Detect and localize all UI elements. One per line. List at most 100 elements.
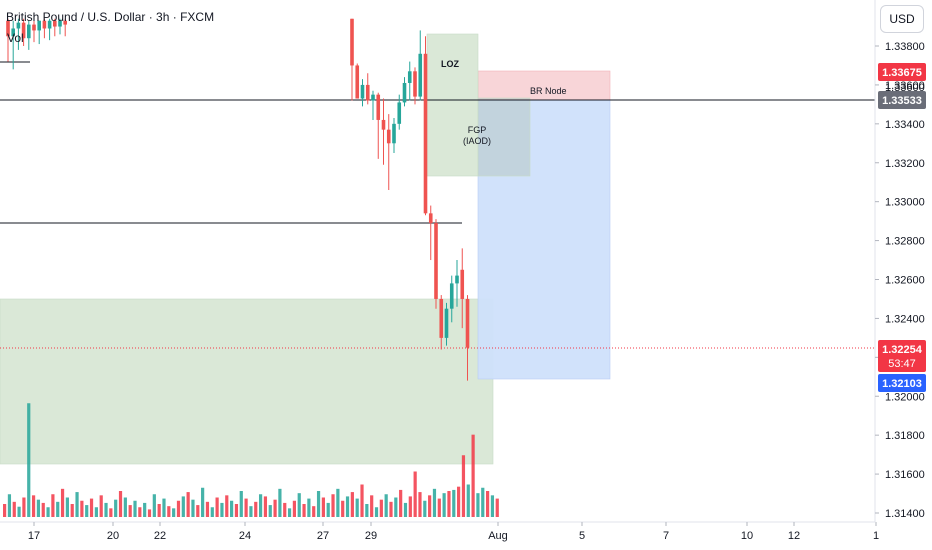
volume-bar: [36, 499, 41, 517]
candle: [37, 20, 41, 31]
volume-bar: [254, 501, 258, 517]
price-tick-label: 1.32800: [885, 236, 925, 248]
volume-bar: [379, 499, 383, 517]
annotation-iaod: (IAOD): [463, 136, 491, 146]
volume-bar: [399, 489, 403, 517]
candle: [16, 22, 21, 29]
volume-bar: [471, 434, 475, 517]
candles-layer: [6, 18, 470, 381]
candle: [418, 53, 423, 97]
volume-bar: [56, 501, 60, 517]
volume-bar: [133, 500, 137, 517]
volume-bar: [326, 502, 330, 517]
volume-bar: [220, 502, 224, 517]
candle: [21, 22, 26, 39]
candle: [392, 123, 396, 144]
time-tick-label: 5: [579, 530, 585, 542]
volume-bar: [447, 491, 451, 517]
volume-bar: [481, 487, 485, 517]
volume-bar: [109, 508, 113, 517]
time-tick-label: Aug: [488, 530, 508, 542]
annotation-loz: LOZ: [441, 59, 459, 69]
volume-bar: [191, 499, 195, 517]
volume-bar: [302, 504, 306, 517]
volume-bar: [80, 500, 84, 517]
time-tick-label: 27: [317, 530, 329, 542]
volume-bar: [365, 504, 369, 517]
volume-bar: [41, 502, 45, 517]
volume-bar: [403, 502, 408, 517]
volume-bar: [384, 494, 388, 517]
volume-bar: [143, 502, 147, 517]
time-tick-label: 12: [788, 530, 800, 542]
volume-layer: [3, 403, 499, 517]
candle: [360, 84, 365, 99]
time-tick-label: 20: [107, 530, 119, 542]
volume-bar: [268, 505, 272, 517]
volume-bar: [428, 495, 432, 517]
volume-bar: [423, 500, 427, 517]
candle: [423, 53, 428, 214]
price-tick-label: 1.32600: [885, 275, 925, 287]
volume-bar: [94, 507, 98, 517]
candle: [428, 213, 433, 224]
price-tick-label: 1.31800: [885, 430, 925, 442]
volume-bar: [307, 498, 311, 517]
volume-bar: [104, 502, 108, 517]
currency-button[interactable]: USD: [880, 5, 924, 33]
volume-bar: [138, 507, 142, 517]
price-tick-label: 1.33800: [885, 41, 925, 53]
volume-bar: [123, 497, 127, 517]
candle: [381, 119, 386, 130]
price-tick-label: 1.33600: [885, 80, 925, 92]
volume-bar: [215, 497, 219, 517]
zone-fgp-iaod-: [477, 97, 531, 177]
price-label-current-bg: [878, 340, 926, 372]
volume-bar: [360, 484, 364, 517]
volume-bar: [7, 494, 12, 517]
candle: [371, 94, 375, 101]
candle: [53, 20, 57, 27]
price-label-top-bg: [878, 63, 926, 81]
volume-bar: [167, 506, 171, 517]
volume-bar: [234, 504, 239, 517]
volume-bar: [452, 489, 456, 517]
volume-bar: [292, 500, 296, 517]
volume-bar: [118, 491, 123, 517]
volume-bar: [147, 509, 152, 517]
candle: [58, 20, 62, 27]
volume-bar: [65, 497, 69, 517]
volume-bar: [85, 505, 89, 517]
candle: [407, 71, 412, 83]
volume-bar: [258, 494, 263, 517]
volume-bar: [186, 492, 190, 517]
volume-bar: [210, 507, 214, 517]
volume-bar: [413, 471, 417, 517]
volume-bar: [345, 496, 350, 517]
volume-bar: [341, 500, 345, 517]
volume-bar: [17, 506, 21, 517]
candle: [32, 24, 36, 31]
chart-title: British Pound / U.S. Dollar · 3h · FXCM: [6, 10, 215, 24]
time-tick-label: 10: [741, 530, 753, 542]
zone-loz: [426, 33, 479, 177]
candle: [42, 20, 47, 29]
volume-bar: [297, 493, 301, 517]
time-axis[interactable]: 17 20 22 24 27 29 Aug 5 7 10 12 1: [0, 521, 879, 542]
volume-bar: [176, 500, 181, 517]
price-label-target-bg: [878, 374, 926, 392]
volume-bar: [239, 491, 243, 517]
volume-bar: [60, 488, 65, 517]
candle: [413, 71, 417, 97]
volume-bar: [114, 499, 118, 517]
volume-bar: [152, 494, 156, 517]
volume-label: Vol: [7, 31, 24, 45]
time-tick-label: 7: [663, 530, 669, 542]
volume-bar: [162, 498, 166, 517]
candle: [376, 94, 381, 120]
volume-bar: [46, 507, 50, 517]
candle: [449, 283, 454, 309]
volume-bar: [457, 486, 461, 517]
